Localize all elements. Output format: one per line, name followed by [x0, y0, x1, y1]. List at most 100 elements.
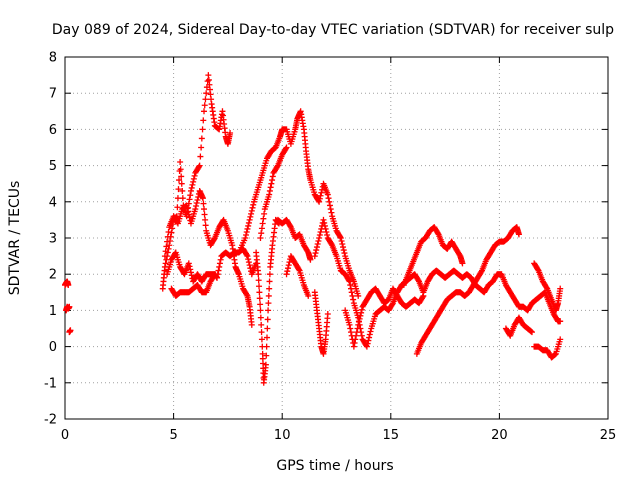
data-point — [264, 325, 271, 332]
data-point — [202, 96, 209, 103]
data-point — [247, 213, 254, 220]
data-point — [202, 216, 209, 223]
data-point — [199, 126, 206, 133]
data-point — [318, 189, 325, 196]
data-point — [312, 250, 319, 257]
data-point — [257, 307, 264, 314]
grid-lines — [65, 57, 608, 419]
data-point — [245, 219, 252, 226]
data-point — [350, 343, 357, 350]
data-point — [317, 192, 324, 199]
data-point — [186, 196, 193, 203]
x-tick-label: 15 — [383, 428, 400, 443]
data-point — [169, 225, 176, 232]
data-point — [186, 263, 193, 270]
y-tick-label: -2 — [44, 413, 57, 428]
data-point — [316, 195, 323, 202]
data-point — [265, 307, 272, 314]
data-point — [274, 163, 281, 170]
data-point — [323, 228, 330, 235]
data-point — [316, 198, 323, 205]
data-point — [269, 177, 276, 184]
data-point — [265, 292, 272, 299]
y-tick-label: -1 — [44, 376, 57, 391]
data-point — [256, 295, 263, 302]
data-point — [215, 267, 222, 274]
data-point — [285, 262, 292, 269]
data-point — [256, 283, 263, 290]
data-point — [201, 211, 208, 218]
data-point — [201, 102, 208, 109]
data-point — [357, 312, 364, 319]
data-point — [316, 231, 323, 238]
data-point — [193, 200, 200, 207]
data-point — [557, 285, 564, 292]
data-point — [557, 336, 564, 343]
data-point — [175, 186, 182, 193]
data-point — [185, 208, 192, 215]
data-point — [244, 253, 251, 260]
data-point — [259, 220, 266, 227]
y-tick-label: 5 — [49, 159, 57, 174]
data-point — [227, 130, 234, 137]
data-point — [347, 285, 354, 292]
data-point — [191, 172, 198, 179]
data-point — [283, 144, 290, 151]
data-point — [216, 260, 223, 267]
data-point — [177, 158, 184, 165]
data-point — [242, 235, 249, 241]
y-tick-label: 2 — [49, 268, 57, 283]
x-tick-label: 20 — [491, 428, 508, 443]
data-point — [198, 135, 205, 142]
data-point — [328, 241, 335, 248]
data-point — [258, 336, 265, 343]
data-point — [255, 277, 262, 284]
data-point — [211, 272, 218, 279]
data-point — [184, 205, 191, 212]
data-point — [164, 233, 171, 240]
data-point — [211, 236, 218, 243]
data-point — [515, 231, 522, 238]
data-point — [245, 256, 252, 263]
data-point — [351, 339, 358, 346]
data-point — [197, 153, 204, 160]
data-point — [257, 235, 264, 241]
data-point — [355, 292, 362, 299]
data-point — [177, 166, 184, 173]
data-point — [340, 247, 347, 254]
data-point — [266, 278, 273, 285]
data-point — [263, 334, 270, 341]
data-point — [287, 222, 294, 229]
data-point — [286, 259, 293, 266]
data-point — [316, 235, 323, 241]
data-point — [195, 163, 202, 170]
data-point — [345, 277, 352, 284]
data-point — [258, 329, 265, 336]
data-point — [257, 301, 264, 308]
axis-ticks: 0 5 10 15 20 25 -2 -1 0 1 2 3 4 5 6 7 8 — [44, 51, 616, 444]
data-point — [244, 225, 251, 232]
data-point — [459, 260, 466, 267]
data-point — [258, 230, 265, 237]
data-point — [245, 259, 252, 266]
chart-title: Day 089 of 2024, Sidereal Day-to-day VTE… — [52, 22, 614, 38]
data-point — [243, 291, 250, 298]
data-point — [187, 192, 194, 199]
data-point — [321, 222, 328, 229]
data-point — [196, 162, 203, 169]
data-point — [353, 332, 360, 339]
data-point — [199, 195, 206, 202]
data-point — [326, 202, 333, 209]
data-point — [189, 181, 196, 188]
data-point — [261, 210, 268, 217]
data-point — [266, 271, 273, 278]
data-point — [415, 277, 422, 284]
data-point — [187, 266, 194, 273]
data-point — [313, 247, 320, 254]
data-point — [282, 145, 289, 152]
data-point — [366, 334, 373, 341]
data-point — [192, 206, 199, 213]
data-point — [190, 175, 197, 182]
data-point — [322, 225, 329, 232]
